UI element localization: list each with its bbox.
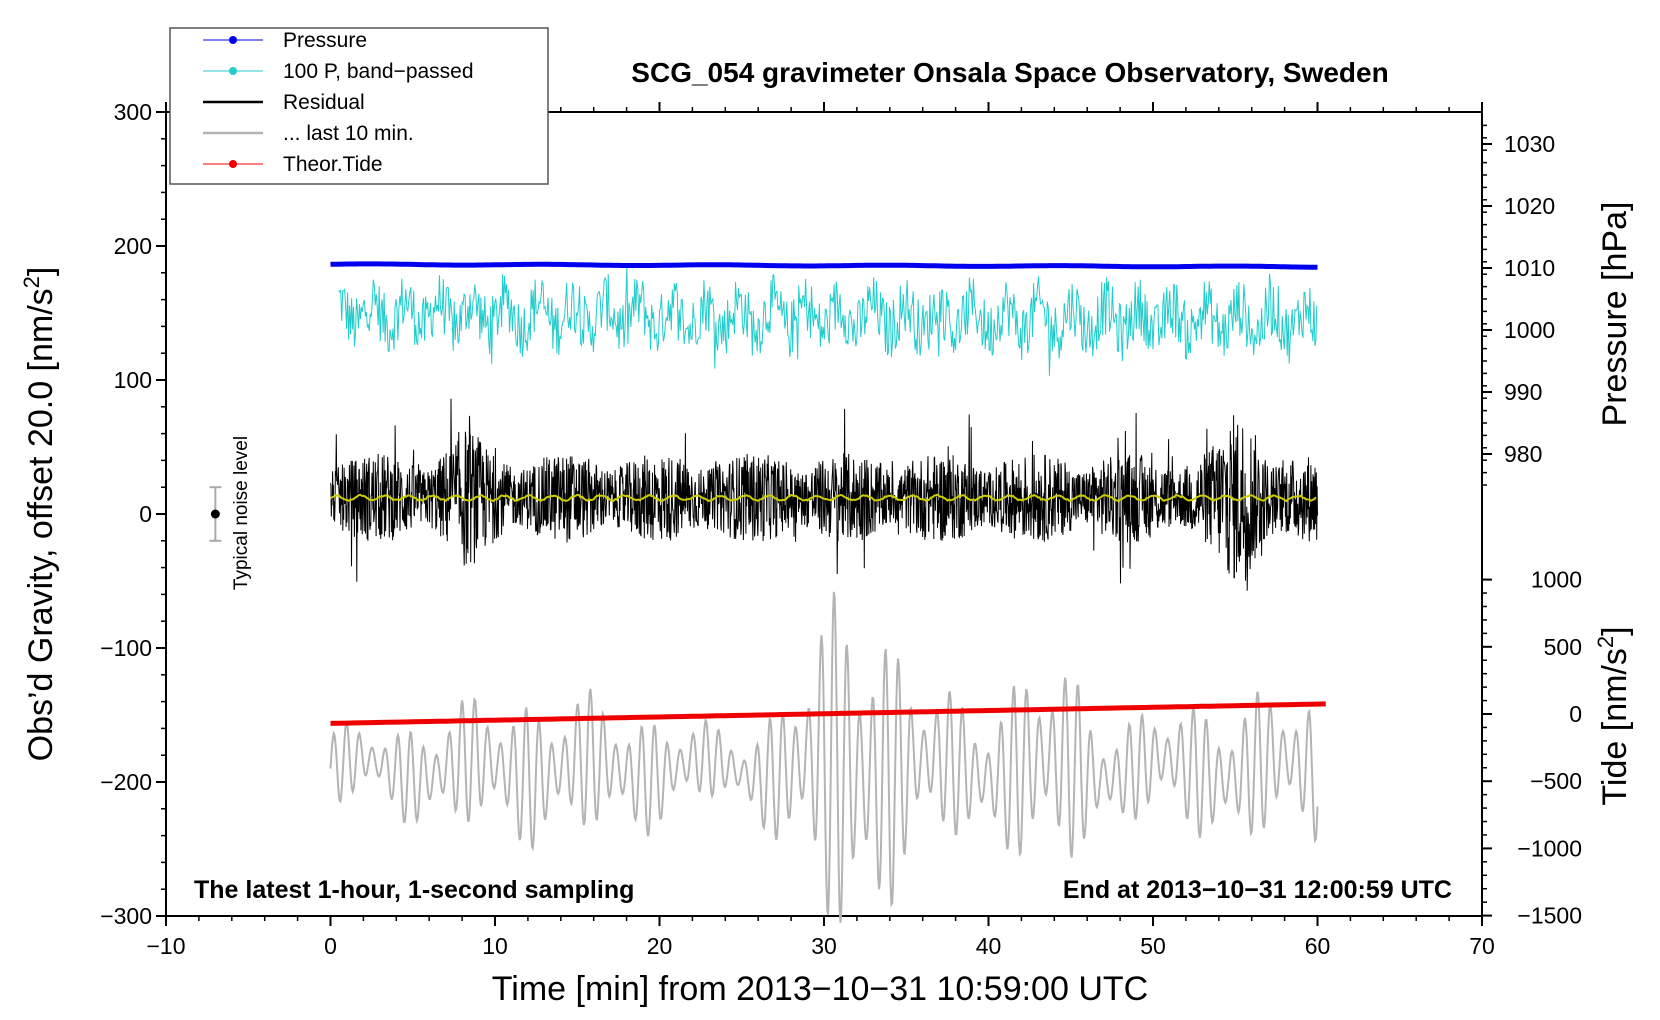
y-axis-title-left-sup: 2 [19, 276, 44, 288]
last-10-min-line [329, 591, 1319, 923]
noise-level-indicator [209, 486, 222, 542]
y-tick-label: 300 [114, 99, 152, 125]
x-axis-title: Time [min] from 2013−10−31 10:59:00 UTC [492, 970, 1148, 1008]
pressure-tick-label: 980 [1504, 441, 1542, 467]
legend-marker [229, 67, 237, 75]
tide-tick-label: −500 [1530, 768, 1582, 794]
y-axis-title-left-end: ] [22, 267, 60, 276]
tide-tick-label: 0 [1569, 701, 1582, 727]
last-10-min-series [329, 591, 1319, 923]
y-axis-title-left: Obs’d Gravity, offset 20.0 [nm/s2] [19, 267, 60, 762]
y-tick-label: 0 [139, 501, 152, 527]
tide-axis-title-main: Tide [nm/s [1596, 648, 1634, 805]
band-passed-pressure-line [338, 266, 1318, 376]
note-end-time: End at 2013−10−31 12:00:59 UTC [1063, 876, 1452, 904]
axes: −10 0 10 20 30 40 50 60 703002001000−100−200−300… [100, 99, 1582, 959]
smoothed-residual-line [330, 493, 1317, 503]
legend-marker [229, 36, 237, 44]
x-tick-label: 60 [1305, 933, 1331, 959]
pressure-tick-label: 1010 [1504, 255, 1555, 281]
smoothed-residual-series [330, 493, 1317, 503]
y-tick-label: 100 [114, 367, 152, 393]
legend-marker [229, 160, 237, 168]
tide-tick-label: −1500 [1517, 903, 1582, 929]
residual-series [330, 398, 1318, 591]
y-axis-title-left-main: Obs’d Gravity, offset 20.0 [nm/s [22, 288, 60, 761]
legend: Pressure 100 P, band−passed Residual ... la… [169, 27, 549, 185]
residual-line [330, 398, 1318, 591]
tide-tick-label: 1000 [1531, 567, 1582, 593]
x-tick-label: 0 [324, 933, 337, 959]
tide-axis-title-end: ] [1596, 626, 1634, 635]
x-tick-label: 70 [1469, 933, 1495, 959]
pressure-tick-label: 1020 [1504, 193, 1555, 219]
x-tick-label: 30 [811, 933, 837, 959]
pressure-tick-label: 1000 [1504, 317, 1555, 343]
tide-tick-label: −1000 [1517, 835, 1582, 861]
legend-label: 100 P, band−passed [283, 60, 474, 83]
theoretical-tide-line [330, 701, 1326, 726]
y-tick-label: −200 [100, 769, 152, 795]
y-tick-label: −100 [100, 635, 152, 661]
chart-title: SCG_054 gravimeter Onsala Space Observat… [631, 57, 1388, 88]
legend-label: Pressure [283, 29, 367, 52]
pressure-line [330, 261, 1318, 270]
x-tick-label: −10 [146, 933, 185, 959]
pressure-series [330, 261, 1318, 270]
tide-axis-title: Tide [nm/s2] [1593, 626, 1634, 805]
tide-axis-title-sup: 2 [1593, 636, 1618, 648]
pressure-axis-title: Pressure [hPa] [1596, 202, 1634, 427]
band-passed-pressure-series [338, 266, 1318, 376]
x-tick-label: 50 [1140, 933, 1166, 959]
noise-level-label: Typical noise level [231, 436, 252, 590]
legend-box [169, 27, 549, 185]
x-tick-label: 20 [647, 933, 673, 959]
pressure-tick-label: 990 [1504, 379, 1542, 405]
x-tick-label: 10 [482, 933, 508, 959]
y-tick-label: 200 [114, 233, 152, 259]
note-sampling: The latest 1-hour, 1-second sampling [194, 876, 634, 904]
legend-label: Theor.Tide [283, 153, 383, 176]
legend-label: Residual [283, 91, 365, 114]
x-tick-label: 40 [976, 933, 1002, 959]
legend-label: ... last 10 min. [283, 122, 414, 145]
pressure-tick-label: 1030 [1504, 131, 1555, 157]
y-tick-label: −300 [100, 903, 152, 929]
noise-level-dot [210, 509, 220, 519]
tide-tick-label: 500 [1544, 634, 1582, 660]
theoretical-tide-series [330, 701, 1326, 726]
